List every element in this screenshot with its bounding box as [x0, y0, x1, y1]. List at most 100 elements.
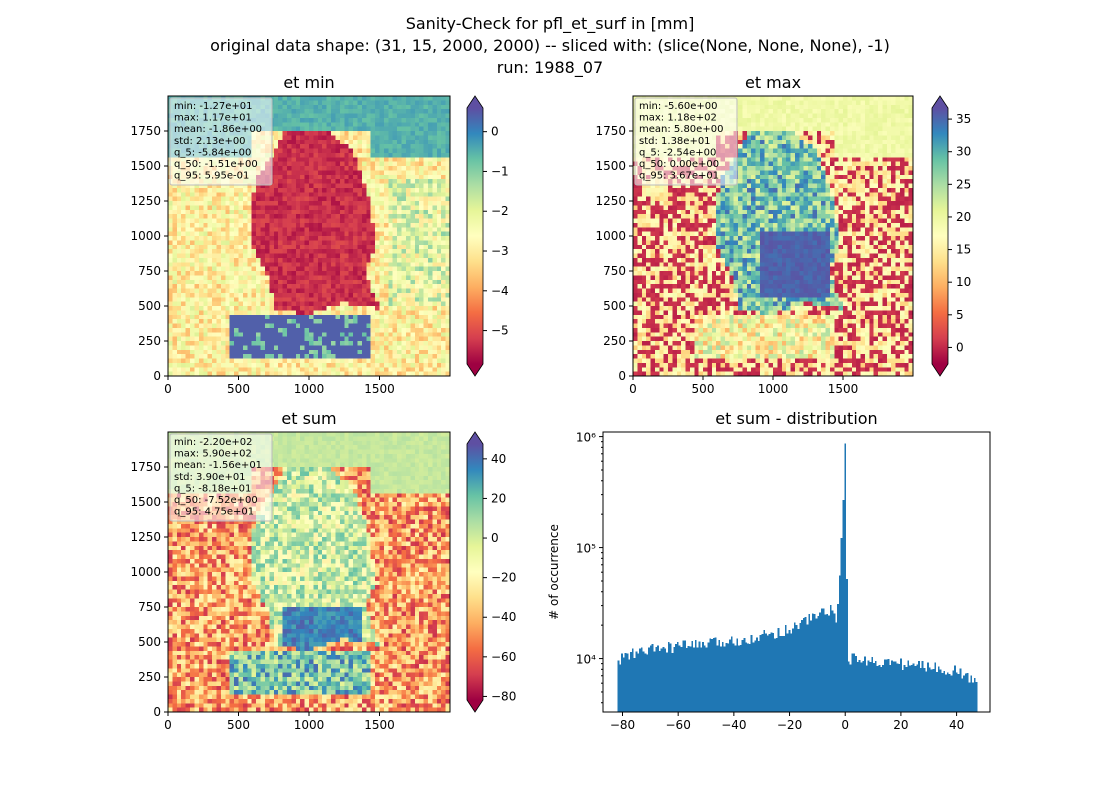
heatmap-cell	[401, 192, 407, 198]
heatmap-cell	[419, 201, 425, 206]
heatmap-cell	[803, 117, 809, 123]
heatmap-cell	[269, 257, 275, 263]
heatmap-cell	[370, 170, 376, 176]
heatmap-cell	[847, 122, 853, 128]
heatmap-cell	[419, 187, 425, 193]
heatmap-cell	[282, 323, 288, 329]
heatmap-cell	[410, 358, 416, 364]
heatmap-cell	[251, 345, 257, 351]
heatmap-cell	[220, 306, 226, 311]
heatmap-cell	[203, 292, 209, 298]
heatmap-cell	[203, 227, 209, 233]
heatmap-cell	[366, 126, 372, 132]
heatmap-cell	[286, 266, 292, 272]
heatmap-cell	[322, 244, 328, 250]
heatmap-cell	[278, 231, 284, 237]
heatmap-cell	[273, 174, 279, 180]
heatmap-cell	[392, 205, 398, 211]
heatmap-cell	[348, 292, 354, 298]
heatmap-cell	[825, 131, 831, 136]
heatmap-cell	[304, 148, 310, 154]
heatmap-cell	[212, 253, 218, 259]
heatmap-cell	[432, 244, 438, 250]
heatmap-cell	[375, 275, 381, 281]
heatmap-cell	[185, 240, 191, 246]
heatmap-cell	[851, 139, 857, 145]
heatmap-cell	[216, 358, 222, 364]
heatmap-cell	[309, 310, 315, 316]
heatmap-cell	[203, 262, 209, 268]
heatmap-cell	[225, 266, 231, 272]
heatmap-cell	[335, 358, 341, 364]
heatmap-cell	[397, 271, 403, 276]
heatmap-cell	[370, 100, 376, 106]
heatmap-cell	[436, 371, 442, 377]
heatmap-cell	[168, 275, 174, 281]
heatmap-cell	[300, 131, 306, 136]
heatmap-cell	[309, 187, 315, 193]
heatmap-cell	[383, 96, 389, 101]
y-tick-label: 1000	[130, 229, 161, 243]
heatmap-cell	[441, 358, 447, 364]
heatmap-cell	[759, 148, 765, 154]
heatmap-cell	[361, 144, 367, 150]
heatmap-cell	[260, 332, 266, 338]
heatmap-cell	[194, 218, 200, 224]
heatmap-cell	[264, 227, 270, 233]
heatmap-cell	[344, 196, 350, 202]
heatmap-cell	[317, 174, 323, 180]
heatmap-cell	[375, 314, 381, 320]
heatmap-cell	[397, 262, 403, 268]
heatmap-cell	[423, 205, 429, 211]
heatmap-cell	[313, 279, 319, 285]
heatmap-cell	[264, 187, 270, 193]
heatmap-cell	[278, 323, 284, 329]
heatmap-cell	[445, 117, 451, 123]
heatmap-cell	[212, 371, 218, 377]
heatmap-cell	[816, 113, 822, 119]
heatmap-cell	[432, 131, 438, 136]
heatmap-cell	[295, 319, 301, 325]
heatmap-cell	[375, 96, 381, 101]
heatmap-cell	[405, 266, 411, 272]
heatmap-cell	[304, 257, 310, 263]
heatmap-cell	[247, 284, 253, 290]
heatmap-cell	[436, 362, 442, 368]
heatmap-cell	[379, 327, 385, 333]
heatmap-cell	[309, 358, 315, 364]
heatmap-cell	[366, 310, 372, 316]
heatmap-cell	[786, 104, 792, 110]
heatmap-cell	[423, 122, 429, 128]
heatmap-cell	[873, 100, 879, 106]
heatmap-cell	[207, 231, 213, 237]
heatmap-cell	[335, 201, 341, 206]
heatmap-cell	[794, 104, 800, 110]
heatmap-cell	[295, 209, 301, 215]
heatmap-cell	[375, 306, 381, 311]
heatmap-cell	[176, 349, 182, 355]
heatmap-cell	[781, 113, 787, 119]
heatmap-cell	[375, 209, 381, 215]
heatmap-cell	[242, 314, 248, 320]
heatmap-cell	[286, 314, 292, 320]
heatmap-cell	[216, 301, 222, 307]
heatmap-cell	[242, 358, 248, 364]
heatmap-cell	[419, 292, 425, 298]
heatmap-cell	[176, 284, 182, 290]
heatmap-cell	[370, 187, 376, 193]
heatmap-cell	[309, 157, 315, 163]
heatmap-cell	[388, 323, 394, 329]
heatmap-cell	[799, 148, 805, 154]
heatmap-cell	[238, 297, 244, 303]
heatmap-cell	[168, 271, 174, 276]
heatmap-cell	[895, 139, 901, 145]
heatmap-cell	[168, 284, 174, 290]
heatmap-cell	[370, 262, 376, 268]
heatmap-cell	[225, 358, 231, 364]
heatmap-cell	[300, 271, 306, 276]
heatmap-cell	[375, 166, 381, 171]
heatmap-cell	[751, 144, 757, 150]
figure-title-line-3: run: 1988_07	[497, 58, 603, 78]
heatmap-cell	[242, 271, 248, 276]
